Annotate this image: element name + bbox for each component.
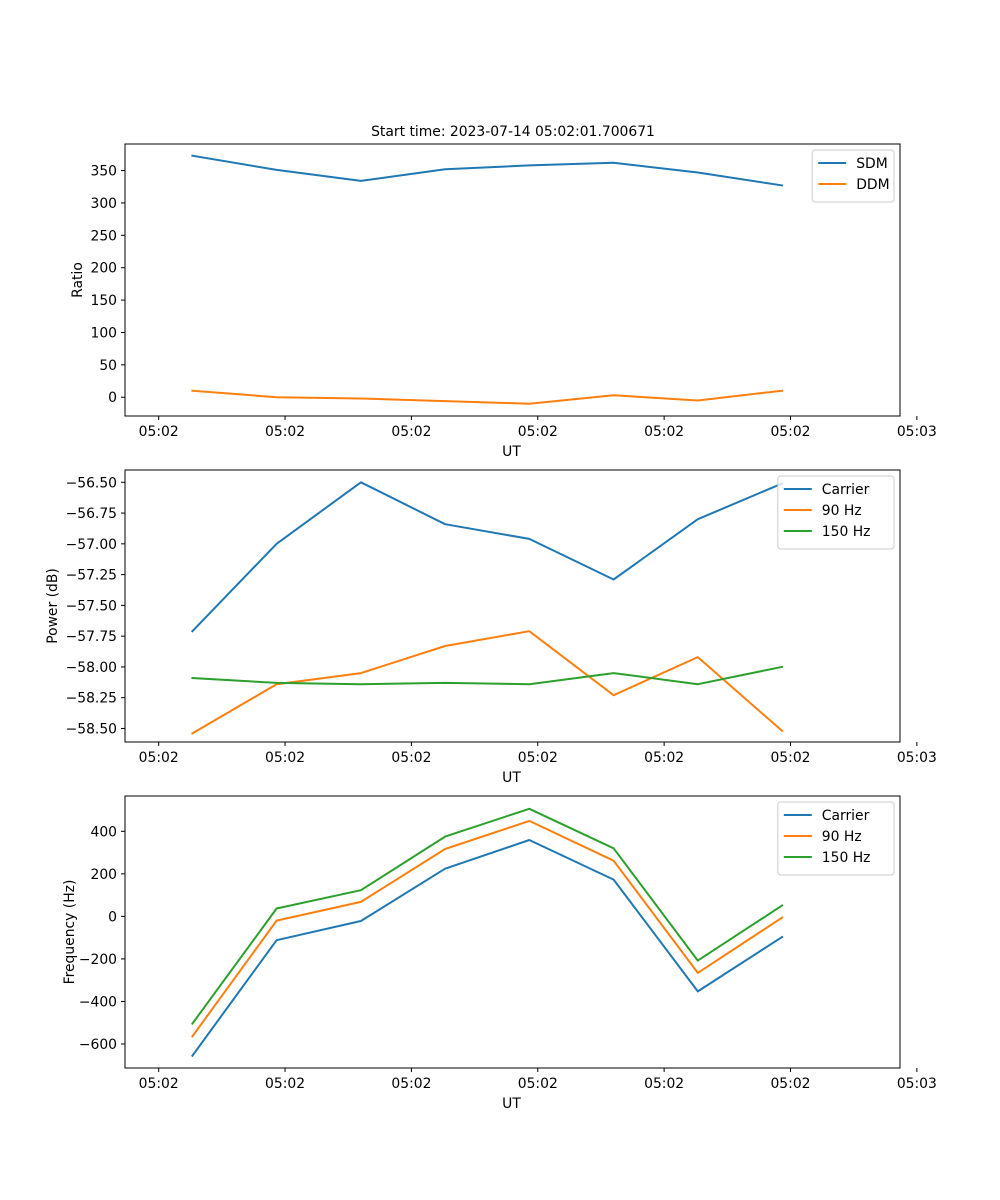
ratio-y-tick-label: 350: [90, 164, 117, 180]
ratio-x-tick-label: 05:02: [770, 424, 810, 440]
frequency-y-tick-label: −600: [79, 1037, 117, 1053]
power-axes-frame: [124, 469, 901, 743]
ratio-axes-frame: [124, 143, 901, 417]
ratio-x-axis-label: UT: [502, 444, 521, 460]
ratio-y-tick-label: 100: [90, 325, 117, 341]
ratio-subplot: 05:02 05:02 05:02 05:02 05:02 05:02 05:03 0 50 10…: [70, 143, 937, 460]
frequency-y-axis-label: Frequency (Hz): [62, 880, 78, 985]
frequency-series-carrier-line: [191, 839, 784, 1058]
ratio-x-tick-label: 05:02: [265, 424, 305, 440]
power-legend: Carrier 90 Hz 150 Hz: [777, 475, 895, 550]
ratio-x-tick-label: 05:02: [518, 424, 558, 440]
ratio-x-tick-label: 05:02: [644, 424, 684, 440]
ratio-series-sdm-line: [191, 154, 784, 187]
frequency-y-tick-label: −400: [79, 994, 117, 1010]
frequency-axes-frame: [124, 795, 901, 1069]
ratio-y-tick-label: 0: [108, 390, 117, 406]
ratio-y-tick-label: 300: [90, 196, 117, 212]
ratio-y-tick-label: 150: [90, 293, 117, 309]
power-y-tick-label: −58.25: [66, 691, 117, 707]
power-legend-label-carrier: Carrier: [822, 482, 870, 498]
frequency-y-tick-label: 400: [90, 824, 117, 840]
frequency-x-tick-label: 05:02: [265, 1076, 305, 1092]
power-x-tick-label: 05:03: [897, 750, 937, 766]
ratio-series-ddm-line: [191, 389, 784, 405]
frequency-y-tick-label: −200: [79, 952, 117, 968]
power-y-tick-label: −57.75: [66, 629, 117, 645]
power-y-tick-label: −57.50: [66, 598, 117, 614]
ratio-x-tick-label: 05:02: [391, 424, 431, 440]
power-x-tick-label: 05:02: [644, 750, 684, 766]
ratio-y-tick-label: 50: [99, 358, 117, 374]
power-legend-label-90-hz: 90 Hz: [822, 503, 862, 519]
power-y-tick-label: −57.00: [66, 537, 117, 553]
ratio-y-tick-label: 250: [90, 228, 117, 244]
ratio-x-tick-label: 05:03: [897, 424, 937, 440]
power-y-tick-label: −58.50: [66, 721, 117, 737]
power-series-carrier-line: [190, 481, 784, 633]
ratio-x-tick-label: 05:02: [139, 424, 179, 440]
ratio-legend-label-sdm: SDM: [856, 156, 888, 172]
power-x-tick-label: 05:02: [265, 750, 305, 766]
frequency-legend-label-carrier: Carrier: [822, 808, 870, 824]
chart-title: Start time: 2023-07-14 05:02:01.700671: [371, 124, 655, 140]
frequency-legend-label-90-hz: 90 Hz: [822, 829, 862, 845]
power-x-tick-label: 05:02: [139, 750, 179, 766]
frequency-legend-label-150-hz: 150 Hz: [822, 850, 871, 866]
frequency-x-tick-label: 05:02: [644, 1076, 684, 1092]
ratio-legend: SDM DDM: [811, 149, 895, 203]
power-series-150-hz-line: [191, 665, 784, 686]
frequency-x-axis-label: UT: [502, 1096, 521, 1112]
power-y-tick-label: −56.75: [66, 506, 117, 522]
power-y-axis-label: Power (dB): [45, 568, 61, 644]
frequency-x-tick-label: 05:02: [139, 1076, 179, 1092]
power-subplot: 05:02 05:02 05:02 05:02 05:02 05:02 05:03 −58.5…: [45, 469, 937, 786]
frequency-x-tick-label: 05:02: [770, 1076, 810, 1092]
frequency-series-150-hz-line: [191, 807, 784, 1025]
power-y-tick-label: −58.00: [66, 660, 117, 676]
power-x-tick-label: 05:02: [391, 750, 431, 766]
ratio-y-axis-label: Ratio: [70, 262, 86, 298]
ratio-y-tick-label: 200: [90, 261, 117, 277]
power-legend-label-150-hz: 150 Hz: [822, 524, 871, 540]
frequency-legend: Carrier 90 Hz 150 Hz: [777, 801, 895, 876]
frequency-x-tick-label: 05:03: [897, 1076, 937, 1092]
power-x-tick-label: 05:02: [770, 750, 810, 766]
frequency-x-tick-label: 05:02: [391, 1076, 431, 1092]
ratio-legend-label-ddm: DDM: [856, 177, 889, 193]
frequency-y-tick-label: 0: [108, 909, 117, 925]
power-y-tick-label: −56.50: [66, 475, 117, 491]
frequency-subplot: 05:02 05:02 05:02 05:02 05:02 05:02 05:03 −600 −…: [62, 795, 937, 1112]
power-y-tick-label: −57.25: [66, 568, 117, 584]
power-x-tick-label: 05:02: [518, 750, 558, 766]
power-x-axis-label: UT: [502, 770, 521, 786]
frequency-series-90-hz-line: [191, 819, 784, 1038]
frequency-x-tick-label: 05:02: [518, 1076, 558, 1092]
frequency-y-tick-label: 200: [90, 867, 117, 883]
